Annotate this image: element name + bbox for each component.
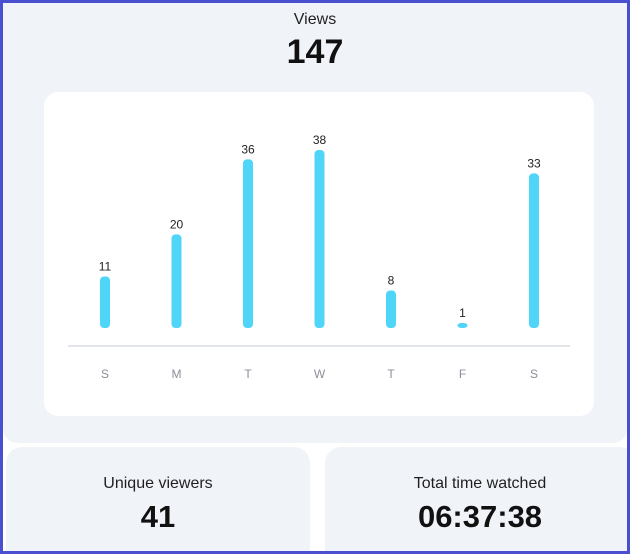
x-tick-label: M (172, 367, 182, 381)
total-time-watched-value: 06:37:38 (417, 499, 543, 534)
chart-bar (386, 290, 396, 328)
bar-value-label: 11 (99, 259, 112, 273)
x-tick-label: T (244, 367, 252, 381)
bar-value-label: 36 (241, 142, 255, 156)
bar-value-label: 20 (170, 217, 184, 231)
chart-bar (457, 323, 468, 328)
total-time-watched-label: Total time watched (413, 475, 547, 492)
views-count: 147 (286, 33, 344, 71)
total-time-watched-card: Total time watched 06:37:38 (325, 447, 627, 551)
unique-viewers-card: Unique viewers 41 (6, 447, 310, 551)
views-chart-card: 11 S 20 M 36 T 38 W 8 T 1 F 33 S (44, 92, 594, 416)
bar-value-label: 8 (388, 274, 395, 288)
chart-bar (100, 276, 110, 328)
views-title: Views (293, 11, 337, 28)
chart-bar (171, 234, 182, 328)
views-bar-chart: 11 S 20 M 36 T 38 W 8 T 1 F 33 S (68, 133, 570, 381)
views-card: Views 147 11 S 20 M 36 T 38 W 8 T 1 F 33 S (3, 3, 627, 443)
chart-bar (243, 159, 253, 328)
x-tick-label: S (530, 367, 538, 381)
chart-bar (529, 173, 539, 328)
unique-viewers-label: Unique viewers (103, 475, 213, 492)
chart-bar (314, 150, 325, 328)
x-tick-label: F (459, 367, 466, 381)
unique-viewers-value: 41 (140, 499, 176, 534)
bar-value-label: 33 (527, 156, 541, 170)
bar-value-label: 1 (459, 306, 466, 320)
x-tick-label: W (314, 367, 326, 381)
bar-value-label: 38 (313, 133, 327, 147)
x-tick-label: T (387, 367, 395, 381)
x-tick-label: S (101, 367, 109, 381)
